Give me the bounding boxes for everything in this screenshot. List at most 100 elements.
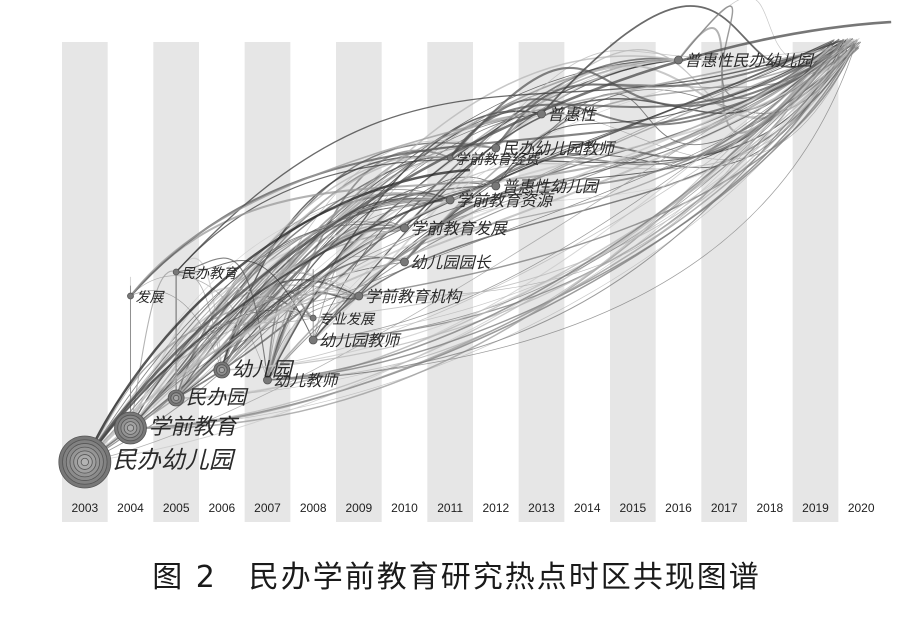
link-120: [404, 46, 844, 263]
link-130: [495, 44, 838, 187]
link-148: [84, 37, 860, 463]
link-160: [83, 168, 471, 463]
link-38: [84, 197, 451, 463]
year-axis-labels: 2003 2004 2005 2006 2007 2008 2009 2010 2011 2012…: [71, 501, 874, 515]
year-label-2008: 2008: [300, 501, 327, 515]
keyword-node-15: [491, 143, 501, 153]
link-81: [221, 192, 451, 371]
link-147: [176, 38, 855, 399]
keyword-node-2: [167, 389, 185, 407]
link-138: [221, 42, 842, 371]
keyword-label-16: 普惠性: [548, 105, 598, 124]
link-158: [267, 42, 860, 381]
keyword-label-17: 普惠性民办幼儿园: [685, 51, 815, 70]
link-82: [129, 55, 679, 429]
keyword-nodes: [58, 55, 683, 489]
year-label-2014: 2014: [574, 501, 601, 515]
year-label-2011: 2011: [437, 501, 463, 515]
link-144: [130, 40, 852, 429]
keyword-node-5: [308, 335, 318, 345]
link-85: [176, 260, 314, 341]
year-label-2003: 2003: [71, 501, 98, 515]
link-140: [84, 39, 850, 463]
link-139: [130, 38, 849, 429]
keyword-label-7: 学前教育机构: [365, 287, 463, 306]
year-label-2017: 2017: [711, 501, 738, 515]
year-label-2004: 2004: [117, 501, 144, 515]
keyword-label-12: 民办教育: [181, 266, 239, 282]
link-91: [267, 40, 855, 381]
link-151: [221, 38, 858, 371]
keyword-label-14: 普惠性幼儿园: [502, 177, 600, 196]
link-162: [83, 20, 892, 463]
keyword-node-10: [445, 195, 455, 205]
year-label-2016: 2016: [665, 501, 692, 515]
year-label-2009: 2009: [345, 501, 372, 515]
keyword-label-0: 民办幼儿园: [113, 446, 236, 474]
link-132: [129, 46, 838, 297]
year-label-2010: 2010: [391, 501, 418, 515]
keyword-node-1: [114, 411, 147, 445]
link-141: [130, 47, 843, 429]
keyword-node-0: [58, 435, 112, 489]
link-161: [84, 189, 471, 463]
year-label-2012: 2012: [482, 501, 509, 515]
keyword-node-16: [537, 109, 546, 119]
link-80: [175, 270, 360, 399]
keyword-label-3: 幼儿园: [232, 357, 295, 381]
keyword-node-11: [446, 154, 454, 162]
link-88: [267, 59, 679, 381]
link-154: [267, 42, 855, 381]
link-124: [175, 40, 842, 273]
link-44: [221, 272, 359, 371]
keyword-node-17: [674, 55, 683, 65]
year-label-2018: 2018: [756, 501, 783, 515]
link-155: [130, 45, 848, 429]
year-label-2013: 2013: [528, 501, 555, 515]
link-114: [312, 47, 854, 341]
link-40: [130, 290, 223, 371]
keyword-label-13: 发展: [136, 290, 166, 306]
keyword-node-7: [354, 291, 364, 301]
link-95: [404, 41, 855, 229]
link-77: [175, 271, 223, 371]
keyword-node-3: [213, 361, 231, 379]
link-142: [313, 45, 860, 341]
link-42: [129, 287, 314, 429]
link-108: [495, 46, 855, 160]
link-152: [267, 41, 855, 381]
keyword-label-15: 民办幼儿园教师: [502, 139, 617, 158]
year-label-2005: 2005: [163, 501, 190, 515]
link-150: [176, 40, 857, 399]
link-153: [313, 42, 842, 319]
link-103: [267, 48, 848, 381]
keyword-node-12: [172, 268, 180, 276]
year-label-2006: 2006: [208, 501, 235, 515]
keyword-node-14: [491, 181, 501, 191]
link-156: [313, 42, 856, 341]
keyword-label-5: 幼儿园教师: [319, 331, 402, 350]
link-99: [129, 38, 849, 297]
link-133: [175, 45, 833, 399]
link-50: [84, 157, 451, 463]
year-label-2019: 2019: [802, 501, 829, 515]
link-7: [84, 199, 451, 463]
year-label-2007: 2007: [254, 501, 281, 515]
link-110: [495, 46, 859, 187]
keyword-label-11: 学前教育经费: [455, 152, 540, 168]
figure-caption: 图 2 民办学前教育研究热点时区共现图谱: [152, 560, 761, 595]
keyword-node-4: [263, 375, 272, 385]
keyword-label-6: 专业发展: [318, 312, 376, 328]
link-119: [358, 39, 847, 297]
link-25: [129, 270, 177, 429]
link-131: [403, 47, 860, 263]
keyword-node-9: [400, 223, 409, 233]
keyword-node-13: [127, 292, 134, 300]
year-band-2009: [336, 42, 382, 522]
keyword-label-8: 幼儿园园长: [411, 253, 492, 272]
keyword-label-9: 学前教育发展: [411, 219, 509, 238]
link-129: [403, 44, 833, 263]
link-159: [267, 38, 845, 381]
